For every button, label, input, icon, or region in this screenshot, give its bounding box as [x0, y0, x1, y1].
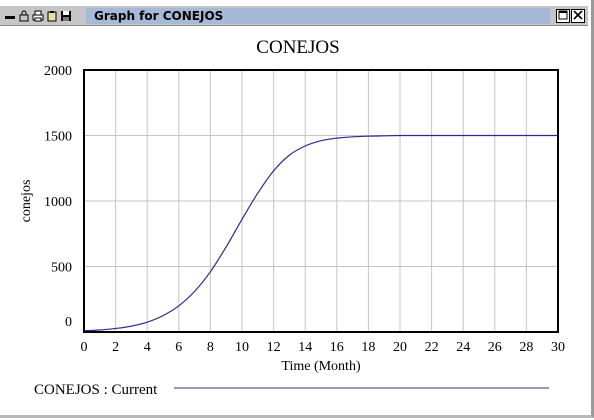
title-bar[interactable]: Graph for CONEJOS [0, 6, 588, 26]
x-tick-label: 14 [298, 340, 312, 355]
x-tick-label: 2 [112, 340, 119, 355]
x-axis-label: Time (Month) [281, 359, 361, 374]
x-tick-label: 20 [393, 340, 407, 355]
x-tick-label: 0 [81, 340, 88, 355]
save-disk-icon[interactable] [60, 10, 72, 22]
close-icon [573, 7, 583, 25]
x-tick-label: 12 [267, 340, 281, 355]
y-tick-label: 1500 [44, 130, 72, 145]
window-title: Graph for CONEJOS [94, 9, 224, 23]
y-tick-label: 500 [51, 261, 72, 276]
x-tick-label: 6 [175, 340, 182, 355]
line-layer [83, 134, 558, 332]
conejos-chart: 0 2 4 6 8 10 12 14 16 18 20 22 24 26 28 300500100015002… [19, 37, 565, 398]
x-tick-label: 26 [488, 340, 502, 355]
x-tick-label: 16 [330, 340, 344, 355]
x-tick-label: 18 [361, 340, 375, 355]
window-toolbar [4, 9, 72, 23]
print-icon[interactable] [32, 10, 44, 22]
grid-layer [84, 70, 558, 332]
x-tick-label: 24 [456, 340, 470, 355]
minimize-bar-icon[interactable] [4, 10, 16, 22]
maximize-icon [558, 7, 568, 25]
tick-layer: 0 2 4 6 8 10 12 14 16 18 20 22 24 26 28 300500100015002… [44, 64, 565, 355]
y-tick-label: 0 [65, 315, 72, 330]
y-axis-label: conejos [19, 180, 34, 223]
x-tick-label: 22 [425, 340, 439, 355]
chart-title: CONEJOS [256, 37, 339, 58]
plot-frame [83, 69, 559, 333]
y-tick-label: 1000 [44, 195, 72, 210]
x-tick-label: 10 [235, 340, 249, 355]
x-tick-label: 28 [519, 340, 533, 355]
series-line-conejos [83, 134, 558, 332]
legend: CONEJOS : Current [34, 382, 549, 398]
clipboard-icon[interactable] [46, 10, 58, 22]
lock-icon[interactable] [18, 10, 30, 22]
x-tick-label: 30 [551, 340, 565, 355]
y-tick-label: 2000 [44, 64, 72, 79]
chart-area: 0 2 4 6 8 10 12 14 16 18 20 22 24 26 28 30 0 500 1000 1500 2… [0, 26, 591, 415]
x-tick-label: 4 [144, 340, 151, 355]
x-tick-label: 8 [207, 340, 214, 355]
maximize-button[interactable] [556, 9, 570, 23]
legend-label: CONEJOS : Current [34, 382, 158, 398]
title-bar-active: Graph for CONEJOS [86, 8, 550, 24]
close-button[interactable] [571, 9, 585, 23]
